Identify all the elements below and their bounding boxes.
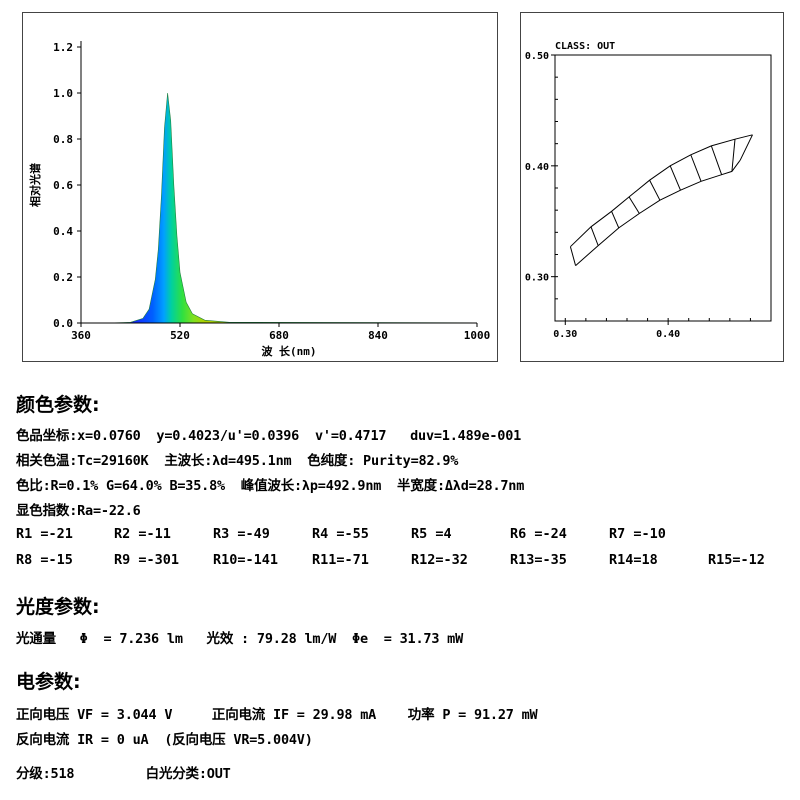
cie-bin-bottom-edge (575, 160, 741, 266)
ri-value: R7 =-10 (609, 526, 666, 542)
ri-value: R14=18 (609, 552, 658, 568)
spectrum-y-tick-label: 1.0 (53, 87, 73, 100)
cie-bin-top-edge (570, 134, 753, 248)
spectrum-chart: 0.0 0.2 0.4 0.6 0.8 1.0 1.2 360 520 680 840 1000 波 长… (28, 41, 491, 358)
ri-value: R1 =-21 (16, 526, 73, 542)
spectrum-y-tick-label: 0.6 (53, 179, 73, 192)
cie-y-tick-label: 0.50 (525, 51, 549, 62)
cie-bin-divider (628, 196, 640, 214)
spectrum-y-tick-label: 1.2 (53, 41, 73, 54)
cie-y-tick-label: 0.40 (525, 162, 549, 173)
cie-bin-divider (710, 145, 723, 175)
ri-value: R2 =-11 (114, 526, 171, 542)
cie-bin-divider (649, 180, 661, 201)
cie-bin-divider (669, 165, 681, 191)
ri-value: R12=-32 (411, 552, 468, 568)
ri-value: R3 =-49 (213, 526, 270, 542)
spectrum-y-tick-label: 0.2 (53, 271, 73, 284)
cie-y-tick-label: 0.30 (525, 273, 549, 284)
ri-value: R9 =-301 (114, 552, 180, 568)
cie-title: CLASS: OUT (555, 41, 615, 52)
spectrum-x-tick-label: 360 (71, 329, 91, 342)
ri-value: R10=-141 (213, 552, 279, 568)
color-params-title: 颜色参数: (16, 394, 100, 416)
spectrum-chart-panel: 0.0 0.2 0.4 0.6 0.8 1.0 1.2 360 520 680 840 1000 波 长… (22, 12, 498, 362)
spectrum-x-tick-label: 1000 (464, 329, 491, 342)
cct-line: 相关色温:Tc=29160K 主波长:λd=495.1nm 色纯度: Purit… (16, 453, 459, 469)
grade-line: 分级:518 白光分类:OUT (16, 766, 231, 782)
photometric-params-title: 光度参数: (16, 596, 100, 618)
spectrum-curve-line (81, 92, 478, 324)
forward-electrical-line: 正向电压 VF = 3.044 V 正向电流 IF = 29.98 mA 功率 … (16, 707, 538, 723)
spectrum-x-label: 波 长(nm) (261, 344, 316, 358)
color-ratio-line: 色比:R=0.1% G=64.0% B=35.8% 峰值波长:λp=492.9n… (16, 478, 525, 494)
chromaticity-chart-panel: CLASS: OUT 0.30 0.40 0.50 0.30 0.40 (520, 12, 784, 362)
cie-plot-frame (554, 54, 772, 322)
cri-line: 显色指数:Ra=-22.6 (16, 503, 141, 519)
ri-value: R15=-12 (708, 552, 765, 568)
spectrum-y-label: 相对光谱 (28, 163, 42, 207)
ri-value: R8 =-15 (16, 552, 73, 568)
cie-x-tick-label: 0.40 (656, 329, 680, 340)
ri-value: R4 =-55 (312, 526, 369, 542)
electrical-params-title: 电参数: (16, 671, 81, 693)
cie-bin-divider (690, 154, 702, 182)
cie-x-tick-label: 0.30 (553, 329, 577, 340)
spectrum-y-tick-label: 0.0 (53, 317, 73, 330)
cie-bin-divider (590, 226, 599, 246)
cie-bin-divider (731, 139, 736, 172)
cie-bin-divider (611, 211, 620, 229)
spectrum-x-tick-label: 520 (170, 329, 190, 342)
ri-value: R11=-71 (312, 552, 369, 568)
cie-bin-divider (569, 246, 577, 266)
ri-value: R13=-35 (510, 552, 567, 568)
ri-value: R5 =4 (411, 526, 452, 542)
spectrum-x-tick-label: 840 (368, 329, 388, 342)
ri-value: R6 =-24 (510, 526, 567, 542)
chromaticity-chart: CLASS: OUT 0.30 0.40 0.50 0.30 0.40 (525, 41, 772, 340)
reverse-electrical-line: 反向电流 IR = 0 uA (反向电压 VR=5.004V) (16, 732, 313, 748)
spectrum-y-tick-label: 0.4 (53, 225, 73, 238)
cie-bin-divider (739, 134, 753, 161)
spectrum-curve-fill (81, 93, 477, 323)
luminous-flux-line: 光通量 Φ = 7.236 lm 光效 : 79.28 lm/W Φe = 31… (16, 631, 464, 647)
chromaticity-line: 色品坐标:x=0.0760 y=0.4023/u'=0.0396 v'=0.47… (16, 428, 522, 444)
spectrum-y-tick-label: 0.8 (53, 133, 73, 146)
spectrum-x-tick-label: 680 (269, 329, 289, 342)
